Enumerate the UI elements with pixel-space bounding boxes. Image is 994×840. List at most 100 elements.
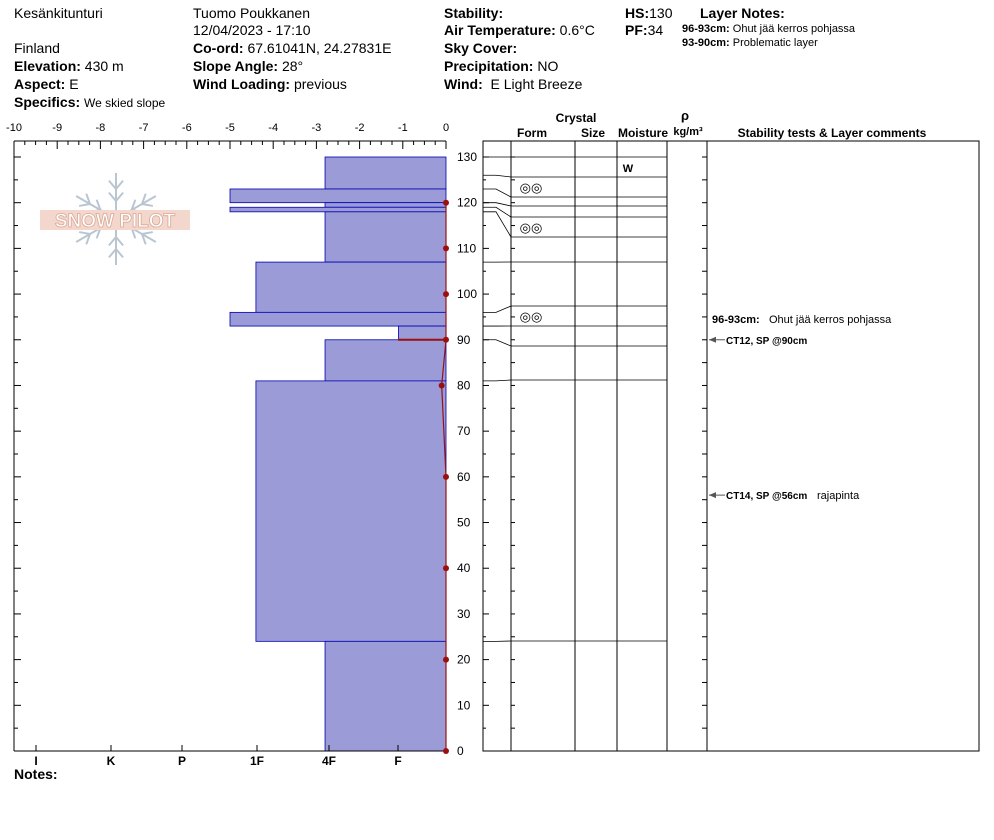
crystal-form-glyph: ◎◎ (520, 309, 543, 324)
specifics-value: We skied slope (84, 96, 166, 110)
hs-label: HS: (625, 5, 650, 21)
layer-connector (483, 379, 512, 382)
stability-label: Stability: (444, 5, 504, 21)
temperature-point (443, 291, 449, 298)
snowpilot-logo (40, 173, 190, 265)
air-temp-label: Air Temperature: (444, 22, 556, 38)
stability-comment: CT14, SP @56cm rajapinta (709, 490, 860, 502)
logo-band (40, 210, 190, 230)
precip-label: Precipitation: (444, 58, 534, 74)
hs-row: HS:130 (625, 4, 672, 22)
hardness-layer (324, 339, 447, 382)
layer-connector (483, 188, 512, 198)
comment-arrow-head (709, 492, 716, 499)
col-header-moisture: Moisture (618, 126, 668, 140)
slope-row: Slope Angle: 28° (193, 57, 303, 75)
coord-label: Co-ord: (193, 40, 244, 56)
snowflake-branch (85, 233, 91, 245)
hardness-label: K (107, 754, 116, 768)
height-tick-label: 120 (457, 196, 477, 210)
specifics-label: Specifics: (14, 94, 81, 110)
col-header-size: Size (581, 126, 605, 140)
stability-test-label: CT14, SP @56cm (726, 491, 807, 502)
elevation-label: Elevation: (14, 58, 81, 74)
wind-value: E Light Breeze (490, 76, 583, 92)
snowflake-branch (141, 231, 153, 235)
wind-row: Wind: E Light Breeze (444, 75, 582, 93)
hardness-layer (229, 206, 447, 213)
temperature-point (443, 748, 449, 754)
precip-row: Precipitation: NO (444, 57, 558, 75)
pf-value: 34 (647, 22, 664, 38)
layer-comment-range: 96-93cm: (712, 314, 760, 326)
hardness-layer (324, 156, 447, 190)
snowflake-branch (115, 179, 124, 190)
specifics-row: Specifics: We skied slope (14, 93, 165, 112)
hs-value: 130 (649, 5, 673, 21)
sky-row: Sky Cover: (444, 39, 517, 57)
temp-tick-label: -4 (268, 122, 278, 134)
height-tick-label: 10 (457, 698, 471, 712)
layer-table-frame (482, 140, 980, 752)
temp-tick-label: -1 (398, 122, 408, 134)
hardness-layer (229, 311, 447, 327)
sky-label: Sky Cover: (444, 40, 518, 56)
slope-value: 28° (281, 58, 304, 74)
col-header-density-unit: kg/m³ (673, 126, 703, 138)
slope-label: Slope Angle: (193, 58, 279, 74)
aspect-value: E (69, 76, 79, 92)
snowflake-branch (108, 191, 117, 202)
pf-row: PF:34 (625, 21, 663, 39)
snowflake-branch (115, 236, 124, 247)
pf-label: PF: (625, 22, 648, 38)
snowflake-branch (130, 199, 137, 211)
wind-label: Wind: (444, 76, 483, 92)
air-temp-value: 0.6°C (559, 22, 595, 38)
height-tick-label: 60 (457, 470, 471, 484)
layer-connector (483, 206, 512, 218)
layer-note-range: 96-93cm: (682, 23, 730, 35)
temperature-point (443, 656, 449, 663)
temp-tick-label: -5 (225, 122, 235, 134)
col-header-crystal: Crystal (556, 111, 597, 125)
col-header-stability: Stability tests & Layer comments (738, 126, 927, 140)
temperature-point (443, 245, 449, 252)
air-temp-row: Air Temperature: 0.6°C (444, 21, 595, 39)
hardness-layer (324, 202, 447, 208)
height-tick-label: 20 (457, 653, 471, 667)
hardness-layer (324, 640, 447, 752)
layer-note-text: Ohut jää kerros pohjassa (732, 23, 856, 35)
elevation-row: Elevation: 430 m (14, 57, 124, 75)
elevation-value: 430 m (84, 58, 124, 74)
height-tick-label: 130 (457, 150, 477, 164)
snowflake-branch (141, 193, 147, 205)
height-tick-label: 70 (457, 424, 471, 438)
aspect-label: Aspect: (14, 76, 66, 92)
coord-row: Co-ord: 67.61041N, 24.27831E (193, 39, 391, 57)
observer: Tuomo Poukkanen (193, 5, 310, 21)
temperature-point (443, 473, 449, 480)
temp-tick-label: -6 (182, 122, 192, 134)
snowflake-branch (115, 248, 124, 259)
layer-connector (483, 305, 512, 313)
layer-connector (483, 211, 512, 238)
stability-comment: 96-93cm: Ohut jää kerros pohjassa (712, 314, 892, 326)
crystal-form-glyph: ◎◎ (520, 220, 543, 235)
stability-test-comment: rajapinta (817, 490, 860, 502)
temp-tick-label: -8 (96, 122, 106, 134)
height-tick-label: 0 (457, 744, 464, 758)
aspect-row: Aspect: E (14, 75, 79, 93)
height-tick-label: 110 (457, 241, 476, 255)
location-name: Kesänkitunturi (14, 5, 103, 21)
temp-tick-label: -2 (355, 122, 365, 134)
temperature-point (438, 382, 445, 389)
snowflake-branch (141, 233, 147, 245)
snowflake-branch (108, 179, 117, 190)
col-header-form: Form (517, 126, 547, 140)
height-tick-label: 90 (457, 333, 471, 347)
layer-connector (483, 202, 512, 207)
layer-note-text: Problematic layer (732, 37, 818, 49)
coord-value: 67.61041N, 24.27831E (247, 40, 392, 56)
temperature-point (443, 199, 449, 206)
stability-row: Stability: (444, 4, 503, 22)
